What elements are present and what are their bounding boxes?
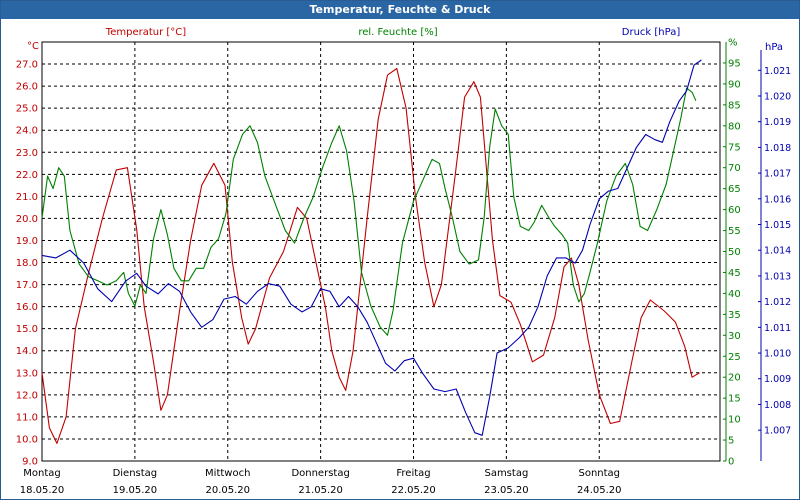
y-tick-humidity: 45 xyxy=(728,268,741,279)
y-tick-pressure: 1.009 xyxy=(764,374,791,385)
series-line-humidity xyxy=(41,87,697,336)
y-tick-temperature: 27.0 xyxy=(16,60,38,71)
temperature-unit-label: °C xyxy=(27,41,39,52)
y-tick-humidity: 30 xyxy=(728,331,741,342)
y-tick-humidity: 50 xyxy=(728,247,741,258)
y-tick-pressure: 1.017 xyxy=(764,169,791,180)
window-title: Temperatur, Feuchte & Druck xyxy=(1,1,799,19)
y-tick-humidity: 75 xyxy=(728,142,741,153)
y-tick-pressure: 1.016 xyxy=(764,194,791,205)
x-tick-date: 23.05.20 xyxy=(484,485,529,496)
y-tick-humidity: 55 xyxy=(728,226,741,237)
y-tick-humidity: 70 xyxy=(728,163,741,174)
y-tick-pressure: 1.014 xyxy=(764,246,791,257)
x-tick-day: Mittwoch xyxy=(205,468,250,479)
y-tick-temperature: 23.0 xyxy=(16,148,38,159)
y-tick-temperature: 24.0 xyxy=(16,126,38,137)
y-tick-pressure: 1.020 xyxy=(764,91,791,102)
y-tick-humidity: 0 xyxy=(728,457,734,468)
y-tick-temperature: 14.0 xyxy=(16,346,38,357)
y-tick-temperature: 9.0 xyxy=(22,457,38,468)
x-tick-date: 22.05.20 xyxy=(391,485,436,496)
y-tick-temperature: 12.0 xyxy=(16,390,38,401)
x-tick-date: 24.05.20 xyxy=(577,485,622,496)
y-tick-humidity: 65 xyxy=(728,184,741,195)
y-tick-temperature: 11.0 xyxy=(16,412,38,423)
y-tick-pressure: 1.010 xyxy=(764,349,791,360)
y-tick-pressure: 1.011 xyxy=(764,323,791,334)
y-tick-humidity: 85 xyxy=(728,100,741,111)
series-label-temperature: Temperatur [°C] xyxy=(105,27,186,38)
y-tick-humidity: 10 xyxy=(728,415,741,426)
y-tick-temperature: 15.0 xyxy=(16,324,38,335)
y-tick-temperature: 21.0 xyxy=(16,192,38,203)
x-tick-date: 18.05.20 xyxy=(20,485,65,496)
y-tick-pressure: 1.015 xyxy=(764,220,791,231)
y-tick-temperature: 18.0 xyxy=(16,258,38,269)
y-tick-pressure: 1.007 xyxy=(764,426,791,437)
y-tick-pressure: 1.012 xyxy=(764,297,791,308)
y-tick-pressure: 1.021 xyxy=(764,66,791,77)
x-tick-day: Freitag xyxy=(396,468,430,479)
y-tick-humidity: 25 xyxy=(728,352,741,363)
y-tick-pressure: 1.013 xyxy=(764,271,791,282)
y-tick-humidity: 80 xyxy=(728,121,741,132)
y-tick-temperature: 16.0 xyxy=(16,302,38,313)
x-tick-date: 21.05.20 xyxy=(298,485,343,496)
x-tick-day: Samstag xyxy=(484,468,528,479)
x-tick-day: Donnerstag xyxy=(291,468,349,479)
x-tick-date: 19.05.20 xyxy=(113,485,158,496)
series-label-pressure: Druck [hPa] xyxy=(622,27,681,38)
y-tick-temperature: 19.0 xyxy=(16,236,38,247)
x-tick-day: Montag xyxy=(23,468,60,479)
y-tick-temperature: 17.0 xyxy=(16,280,38,291)
y-tick-humidity: 90 xyxy=(728,79,741,90)
y-tick-temperature: 20.0 xyxy=(16,214,38,225)
y-tick-temperature: 22.0 xyxy=(16,170,38,181)
y-tick-humidity: 95 xyxy=(728,58,741,69)
y-tick-temperature: 10.0 xyxy=(16,434,38,445)
y-tick-humidity: 35 xyxy=(728,310,741,321)
y-tick-humidity: 20 xyxy=(728,373,741,384)
series-line-temperature xyxy=(41,67,700,444)
y-tick-temperature: 26.0 xyxy=(16,82,38,93)
y-tick-humidity: 40 xyxy=(728,289,741,300)
series-label-humidity: rel. Feuchte [%] xyxy=(358,27,437,38)
y-tick-humidity: 5 xyxy=(728,436,734,447)
x-tick-date: 20.05.20 xyxy=(205,485,250,496)
y-tick-temperature: 13.0 xyxy=(16,368,38,379)
y-tick-humidity: 15 xyxy=(728,394,741,405)
y-tick-temperature: 25.0 xyxy=(16,104,38,115)
x-tick-day: Sonntag xyxy=(578,468,620,479)
y-tick-humidity: 60 xyxy=(728,205,741,216)
humidity-unit-label: % xyxy=(728,38,738,49)
series-line-pressure xyxy=(41,59,702,436)
y-tick-pressure: 1.018 xyxy=(764,143,791,154)
y-tick-pressure: 1.019 xyxy=(764,117,791,128)
pressure-unit-label: hPa xyxy=(765,42,783,53)
x-tick-day: Dienstag xyxy=(113,468,158,479)
y-tick-pressure: 1.008 xyxy=(764,400,791,411)
